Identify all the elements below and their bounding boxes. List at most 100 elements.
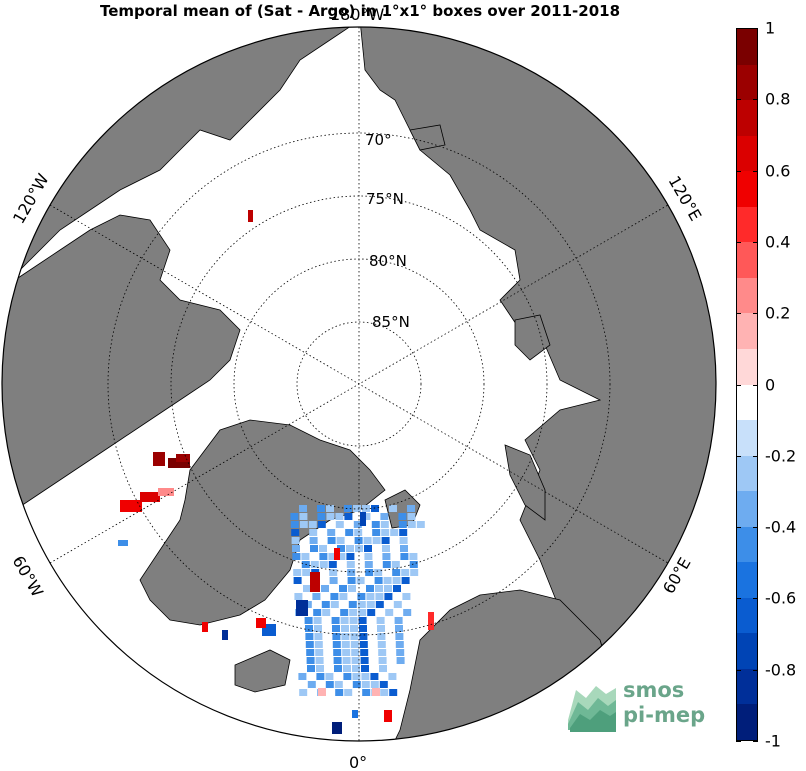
data-box xyxy=(402,593,411,600)
data-box xyxy=(393,601,402,608)
data-box xyxy=(377,641,386,648)
data-box xyxy=(317,521,326,528)
data-box xyxy=(291,529,300,536)
data-box xyxy=(317,505,325,512)
data-box xyxy=(312,593,321,600)
data-box xyxy=(370,681,379,688)
data-box xyxy=(328,561,337,568)
colorbar-segment xyxy=(737,526,757,563)
data-box xyxy=(348,585,356,592)
smos-pimep-logo: smos pi-mep xyxy=(566,676,716,736)
data-box xyxy=(120,500,142,512)
data-box xyxy=(340,617,349,624)
colorbar-tick xyxy=(753,313,758,315)
data-box xyxy=(352,710,358,718)
colorbar-segment xyxy=(737,29,757,66)
data-box xyxy=(399,529,408,536)
data-box xyxy=(350,625,358,632)
lat-circle-70 xyxy=(107,132,611,636)
data-box xyxy=(307,681,316,688)
land-severnaya xyxy=(514,314,551,361)
data-box xyxy=(313,609,322,616)
data-box xyxy=(363,537,372,544)
data-box xyxy=(319,553,328,560)
lon-label-0: 0° xyxy=(349,753,367,771)
data-box xyxy=(222,630,228,640)
data-box xyxy=(380,689,389,696)
data-box xyxy=(319,545,327,552)
map-boundary xyxy=(1,26,717,742)
data-box xyxy=(347,577,356,584)
data-box xyxy=(153,452,165,466)
data-box xyxy=(319,561,328,568)
data-box xyxy=(290,521,299,528)
data-box xyxy=(362,689,371,696)
data-box xyxy=(299,521,308,528)
colorbar-tick xyxy=(736,598,741,600)
data-box xyxy=(372,537,381,544)
colorbar-tick xyxy=(736,99,741,101)
data-box xyxy=(379,681,388,688)
data-box xyxy=(389,505,397,512)
colorbar-tick xyxy=(753,741,758,742)
data-box xyxy=(305,633,314,640)
colorbar-segment xyxy=(737,668,757,705)
land-canada xyxy=(2,214,241,521)
data-box xyxy=(375,585,383,592)
data-box xyxy=(384,710,392,722)
colorbar-segment xyxy=(737,455,757,492)
colorbar-segment xyxy=(737,171,757,208)
colorbar-tick xyxy=(736,313,741,315)
data-box xyxy=(314,633,323,640)
data-box xyxy=(389,689,398,696)
data-box xyxy=(158,488,174,496)
colorbar-tick xyxy=(753,28,758,29)
data-box xyxy=(176,454,190,462)
data-box xyxy=(370,673,379,680)
data-box xyxy=(329,577,338,584)
data-box xyxy=(332,641,341,648)
data-box xyxy=(299,689,308,696)
data-box xyxy=(372,688,380,696)
data-box xyxy=(305,641,314,648)
chart-title: Temporal mean of (Sat - Argo) in 1°x1° b… xyxy=(99,2,621,20)
colorbar-tick-label: 0.8 xyxy=(765,89,791,109)
data-box xyxy=(327,537,336,544)
data-box xyxy=(168,458,190,468)
data-box xyxy=(391,561,400,568)
land-iceland xyxy=(234,649,291,693)
lat-label-70: 70° xyxy=(365,131,392,149)
data-box xyxy=(359,625,367,632)
data-box xyxy=(292,553,301,560)
data-box xyxy=(383,577,392,584)
data-box xyxy=(322,609,331,616)
data-box xyxy=(343,673,352,680)
data-box xyxy=(378,657,387,664)
data-box xyxy=(310,545,318,552)
data-box xyxy=(306,649,315,656)
data-box xyxy=(333,649,342,656)
data-box xyxy=(378,649,387,656)
data-box xyxy=(361,681,370,688)
data-box xyxy=(353,521,362,528)
data-box xyxy=(375,601,384,608)
data-box xyxy=(316,673,325,680)
colorbar-tick-label: 0.6 xyxy=(765,161,791,181)
data-box xyxy=(348,601,357,608)
colorbar-tick xyxy=(753,241,758,243)
data-box xyxy=(356,577,365,584)
data-box xyxy=(352,681,361,688)
data-box xyxy=(358,609,367,616)
data-box xyxy=(332,633,341,640)
data-box xyxy=(140,492,160,502)
data-box xyxy=(372,529,381,536)
data-box xyxy=(379,665,387,672)
data-box xyxy=(315,649,324,656)
data-box xyxy=(347,569,356,576)
colorbar-tick-label: 0.4 xyxy=(765,232,791,252)
land-wrangel xyxy=(409,124,446,151)
data-box xyxy=(342,649,351,656)
colorbar-segment xyxy=(737,313,757,350)
data-box xyxy=(350,633,359,640)
data-box xyxy=(385,609,394,616)
